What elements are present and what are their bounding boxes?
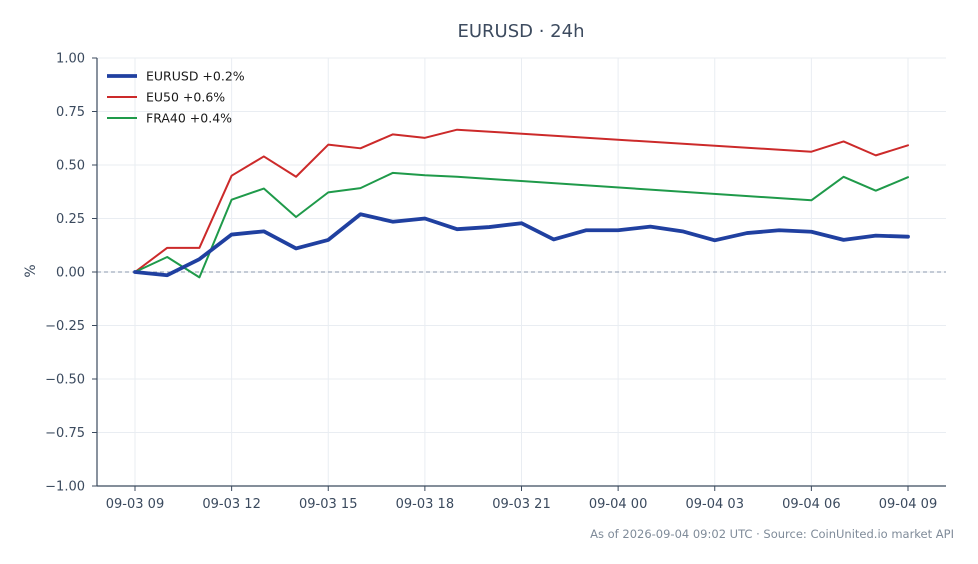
legend: EURUSD +0.2% EU50 +0.6% FRA40 +0.4% [107, 69, 245, 126]
x-axis-ticks: 09-03 09 09-03 12 09-03 15 09-03 18 09-03 21… [106, 486, 937, 512]
y-tick-label: −0.50 [45, 373, 85, 388]
legend-label: EU50 +0.6% [146, 90, 225, 105]
x-tick-label: 09-03 18 [396, 497, 454, 512]
grid [97, 57, 946, 487]
y-tick-label: 0.75 [56, 105, 85, 120]
x-tick-label: 09-03 12 [202, 497, 260, 512]
x-tick-label: 09-03 09 [106, 497, 164, 512]
x-tick-label: 09-04 06 [782, 497, 840, 512]
x-tick-label: 09-04 09 [879, 497, 937, 512]
series-line-eu50 [134, 128, 909, 273]
y-tick-label: −0.25 [45, 319, 85, 334]
y-axis-ticks: 1.00 0.75 0.50 0.25 0.00 −0.25 −0.50 −0.75 −1.00 [45, 52, 97, 495]
y-tick-label: −0.75 [45, 426, 85, 441]
series-line-eurusd [133, 212, 910, 278]
series-lines [133, 128, 910, 279]
chart-title: EURUSD · 24h [458, 21, 585, 42]
x-tick-label: 09-04 03 [686, 497, 744, 512]
legend-label: EURUSD +0.2% [146, 69, 245, 84]
y-axis-label: % [23, 264, 39, 277]
y-tick-label: 0.50 [56, 159, 85, 174]
y-tick-label: 0.25 [56, 212, 85, 227]
x-tick-label: 09-03 21 [492, 497, 550, 512]
x-tick-label: 09-04 00 [589, 497, 647, 512]
y-tick-label: 0.00 [56, 266, 85, 281]
legend-label: FRA40 +0.4% [146, 111, 232, 126]
y-tick-label: −1.00 [45, 480, 85, 495]
y-tick-label: 1.00 [56, 52, 85, 67]
x-tick-label: 09-03 15 [299, 497, 357, 512]
source-footnote: As of 2026-09-04 09:02 UTC · Source: Coi… [590, 527, 954, 541]
